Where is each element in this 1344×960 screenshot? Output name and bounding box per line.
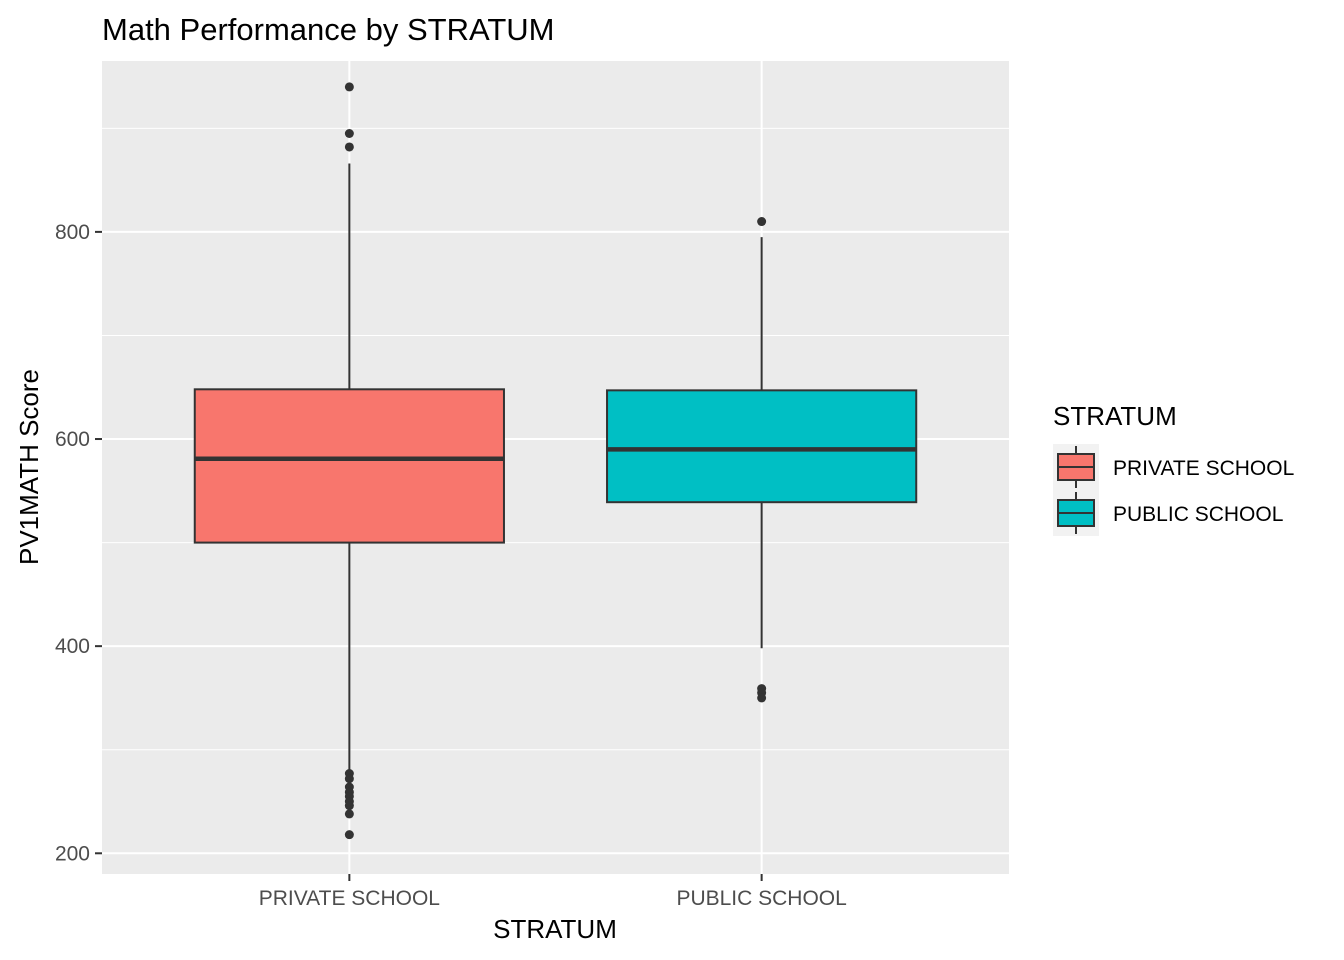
y-axis: 200 400 600 800 (55, 221, 102, 865)
outlier-point (344, 774, 354, 784)
outlier-point (344, 142, 354, 152)
box-iqr (606, 389, 918, 504)
legend-title: STRATUM (1053, 401, 1177, 431)
box-iqr (193, 388, 505, 544)
outlier-point (344, 82, 354, 92)
outlier-point (344, 830, 354, 840)
legend-item-2: PUBLIC SCHOOL (1053, 490, 1283, 536)
x-axis-title: STRATUM (493, 914, 617, 944)
y-tick-label: 600 (55, 428, 90, 451)
boxes-layer (193, 82, 918, 840)
outlier-point (757, 217, 767, 227)
y-axis-title: PV1MATH Score (14, 369, 44, 565)
legend-item-1: PRIVATE SCHOOL (1053, 444, 1294, 490)
y-tick-label: 200 (55, 842, 90, 865)
x-axis: PRIVATE SCHOOL PUBLIC SCHOOL (259, 874, 847, 910)
legend-label: PRIVATE SCHOOL (1113, 457, 1294, 480)
legend-label: PUBLIC SCHOOL (1113, 503, 1283, 526)
outlier-point (344, 128, 354, 138)
box-group-2 (606, 217, 918, 703)
outlier-point (344, 801, 354, 811)
chart-title: Math Performance by STRATUM (102, 12, 554, 47)
box-group-1 (193, 82, 505, 840)
x-tick-label: PRIVATE SCHOOL (259, 887, 440, 910)
outlier-point (344, 809, 354, 819)
outlier-point (757, 693, 767, 703)
legend: STRATUM PRIVATE SCHOOL PUBLIC SCHOOL (1053, 401, 1294, 536)
y-tick-label: 800 (55, 221, 90, 244)
x-tick-label: PUBLIC SCHOOL (676, 887, 846, 910)
y-tick-label: 400 (55, 635, 90, 658)
